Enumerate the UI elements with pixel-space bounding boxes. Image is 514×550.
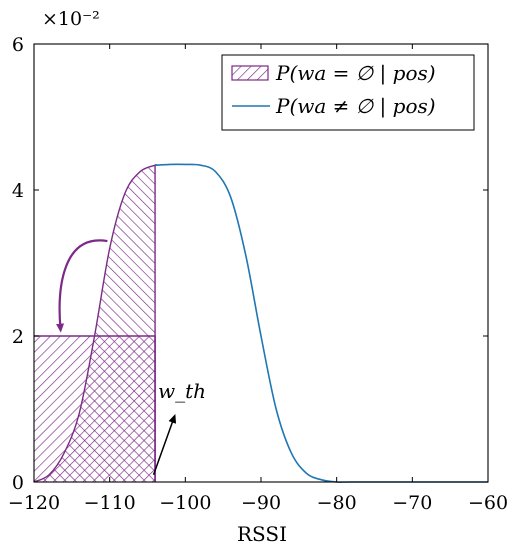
legend-label-0: P(wa = ∅ | pos) xyxy=(275,61,436,86)
series-line-wa-nonempty xyxy=(155,163,488,483)
legend-label-1: P(wa ≠ ∅ | pos) xyxy=(275,94,436,119)
x-tick-label: −120 xyxy=(8,492,60,514)
threshold-label: w_th xyxy=(158,379,206,403)
x-tick-label: −100 xyxy=(159,492,211,514)
y-tick-label: 2 xyxy=(12,326,24,348)
plot-area xyxy=(33,163,488,483)
axes: −120 −110 −100 −90 −80 −70 −60 0 2 4 6 xyxy=(8,34,508,514)
y-tick-label: 4 xyxy=(12,180,24,202)
x-tick-label: −80 xyxy=(317,492,357,514)
hatched-threshold-rect xyxy=(34,336,156,482)
hatched-area-edge xyxy=(33,163,157,483)
legend-swatch-hatched xyxy=(231,65,269,81)
threshold-arrow xyxy=(152,413,177,475)
x-tick-label: −110 xyxy=(84,492,136,514)
y-axis-multiplier: ×10⁻² xyxy=(42,8,100,30)
x-tick-label: −70 xyxy=(392,492,432,514)
x-tick-label: −90 xyxy=(241,492,281,514)
y-tick-label: 6 xyxy=(12,34,24,56)
legend: P(wa = ∅ | pos) P(wa ≠ ∅ | pos) xyxy=(221,54,475,131)
x-tick-label: −60 xyxy=(468,492,508,514)
y-tick-label: 0 xyxy=(12,472,24,494)
redistribution-arrow xyxy=(56,239,108,333)
x-axis-label: RSSI xyxy=(237,522,287,546)
